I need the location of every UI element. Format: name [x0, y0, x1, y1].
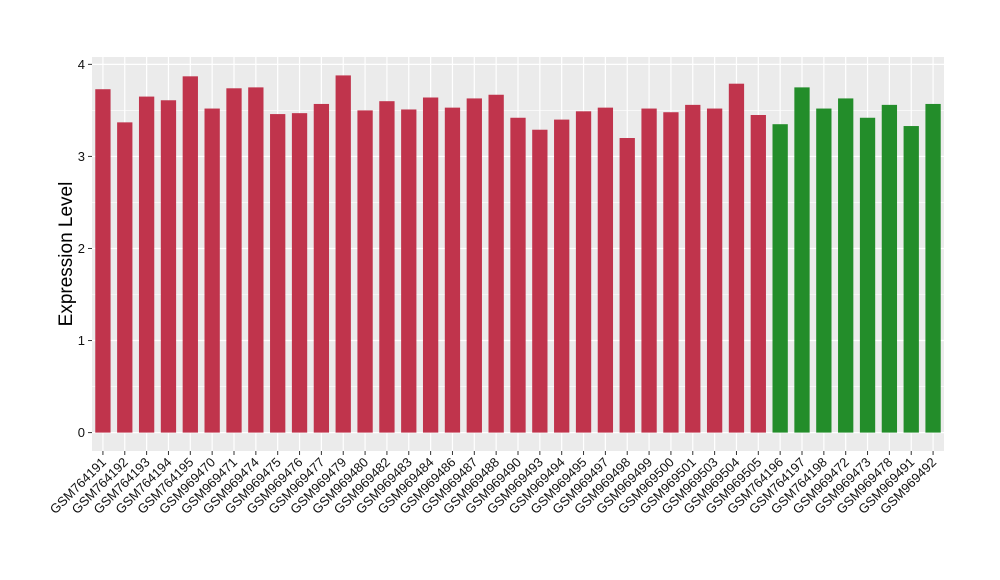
y-axis-title: Expression Level	[56, 182, 77, 327]
y-tick-label: 2	[78, 241, 85, 256]
bar-gsm764193	[138, 96, 155, 433]
bar-gsm764195	[182, 76, 198, 433]
bar-gsm764198	[816, 108, 832, 433]
bar-gsm764194	[160, 100, 177, 433]
y-tick-label: 4	[78, 57, 85, 72]
bar-gsm764192	[117, 122, 133, 433]
bar-gsm969470	[204, 108, 220, 433]
bar-gsm969487	[466, 98, 482, 433]
bar-gsm969472	[838, 98, 854, 433]
bar-gsm969473	[859, 117, 876, 433]
bar-gsm969501	[685, 104, 701, 433]
bar-gsm764197	[794, 87, 810, 433]
bar-gsm969495	[575, 111, 592, 433]
bar-gsm969490	[510, 117, 526, 433]
bar-gsm764196	[772, 124, 788, 433]
bars	[95, 75, 941, 433]
bar-gsm969475	[270, 114, 286, 433]
bar-gsm969477	[313, 103, 330, 433]
y-tick-label: 1	[78, 333, 85, 348]
y-tick-label: 3	[78, 149, 85, 164]
bar-gsm969483	[401, 109, 417, 433]
bar-gsm969488	[488, 94, 504, 433]
bar-gsm969499	[641, 108, 657, 433]
bar-gsm969497	[597, 107, 614, 433]
bar-gsm969482	[379, 101, 395, 433]
bar-gsm969478	[881, 104, 898, 433]
bar-gsm969500	[663, 112, 679, 433]
bar-gsm969476	[291, 113, 308, 433]
bar-gsm969486	[444, 107, 461, 433]
x-axis: GSM764191GSM764192GSM764193GSM764194GSM7…	[47, 451, 939, 517]
bar-gsm969493	[532, 129, 548, 433]
bar-gsm969474	[248, 87, 264, 433]
bar-gsm969492	[925, 103, 941, 433]
bar-gsm764191	[95, 89, 111, 433]
bar-gsm969505	[750, 114, 766, 433]
bar-gsm969498	[619, 138, 635, 433]
bar-gsm969480	[357, 110, 373, 433]
bar-gsm969484	[422, 97, 439, 433]
bar-gsm969491	[903, 126, 919, 433]
bar-gsm969471	[226, 88, 242, 433]
bar-gsm969494	[554, 119, 570, 433]
y-axis: 0 1 2 3 4	[78, 57, 92, 440]
y-tick-label: 0	[78, 425, 85, 440]
bar-gsm969479	[335, 75, 351, 433]
bar-gsm969503	[706, 108, 723, 433]
bar-gsm969504	[728, 83, 745, 433]
